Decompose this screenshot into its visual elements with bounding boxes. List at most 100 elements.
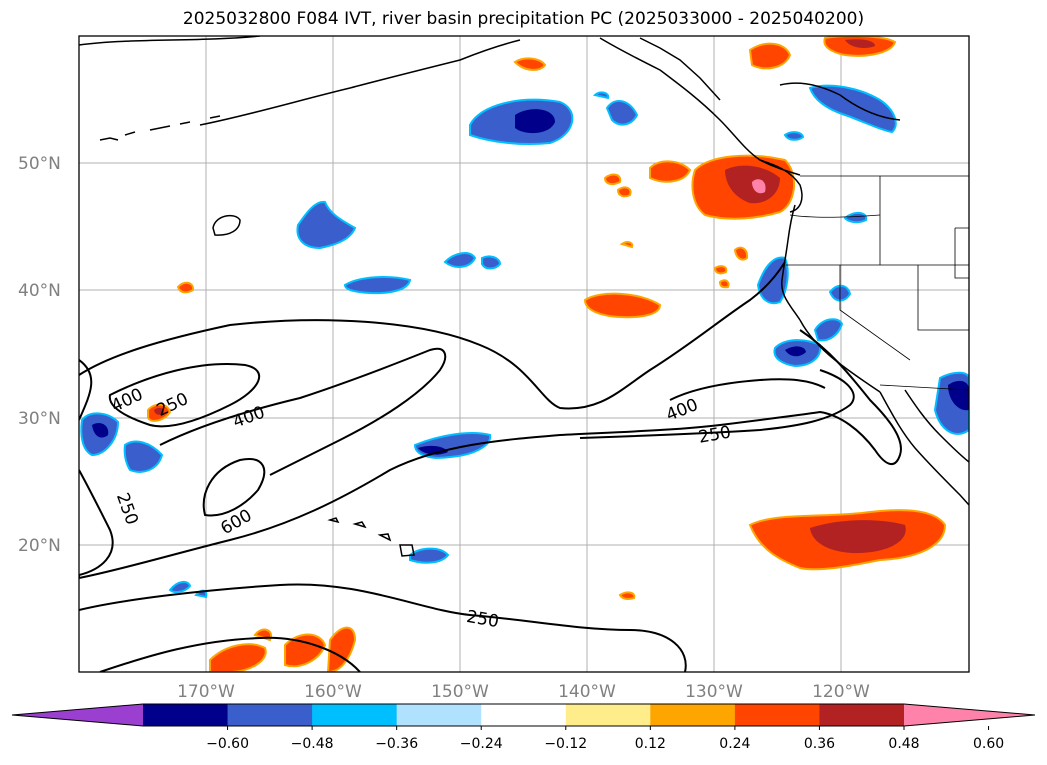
colorbar-segment: [143, 704, 229, 726]
lat-label-20n: 20°N: [18, 536, 61, 556]
precip-pos-small-a: [603, 173, 622, 186]
precip-neg-gulf-alaska-core: [515, 109, 555, 134]
colorbar: −0.60 −0.48 −0.36 −0.24 −0.12 0.12 0.24 0.36 0.4…: [11, 703, 1036, 752]
colorbar-tick-label: 0.60: [973, 736, 1004, 752]
map-content: 400 250 400 600 250 400 250 250: [79, 36, 969, 672]
contour-250-south: [79, 583, 687, 672]
colorbar-segment: [227, 704, 313, 726]
colorbar-segment: [312, 704, 398, 726]
precip-neg-bc-2: [783, 131, 805, 141]
border-us-mexico: [879, 384, 969, 391]
precip-pos-canada-east-core: [845, 39, 875, 48]
lon-label-140w: 140°W: [558, 682, 616, 702]
coastline-baja: [879, 391, 969, 506]
lat-label-40n: 40°N: [18, 281, 61, 301]
precip-neg-bc: [808, 84, 897, 134]
contour-600: [202, 458, 266, 517]
island-hawaii-3: [377, 533, 392, 542]
colorbar-tick-label: −0.60: [206, 736, 249, 752]
precip-pos-alaska-small: [513, 57, 547, 71]
contour-250-far-west: [79, 359, 93, 421]
island-hawaii-1: [327, 517, 340, 524]
precip-neg-california: [813, 318, 844, 342]
precip-neg-small-1: [443, 252, 477, 268]
precip-pos-mexico-core: [810, 520, 906, 554]
island-north-pacific: [212, 214, 241, 236]
precip-pos-pnw-offshore: [649, 160, 692, 183]
lon-label-150w: 150°W: [431, 682, 489, 702]
contour-400-east: [669, 378, 826, 401]
negative-precip-regions: [80, 84, 969, 599]
precip-neg-small-5: [843, 212, 868, 224]
lon-label-160w: 160°W: [304, 682, 362, 702]
colorbar-outline: [11, 703, 1036, 727]
colorbar-extend-high: [904, 704, 1035, 726]
colorbar-tick-label: −0.36: [375, 736, 418, 752]
colorbar-segment: [565, 704, 651, 726]
contour-250-east: [579, 369, 855, 439]
longitude-labels: 170°W 160°W 150°W 140°W 130°W 120°W: [177, 682, 870, 702]
border-wa-or: [789, 214, 881, 218]
contour-400-mid: [159, 347, 447, 476]
contour-250-south-2: [99, 636, 361, 672]
colorbar-tick-label: 0.48: [888, 736, 919, 752]
precip-pos-oregon-offshore: [733, 246, 749, 261]
island-hawaii-4: [399, 544, 415, 557]
lon-label-130w: 130°W: [685, 682, 743, 702]
precip-neg-small-2: [481, 255, 502, 270]
precip-neg-small-3: [168, 580, 192, 594]
precip-neg-socal-core: [785, 346, 806, 357]
border-nevada-east: [917, 265, 969, 331]
coastline-gulf-alaska-north: [639, 37, 721, 101]
coastlines: [79, 36, 969, 557]
coastline-baja-inner: [904, 389, 969, 463]
coastline-bc-island: [759, 159, 803, 213]
colorbar-tick-label: 0.12: [635, 736, 666, 752]
ivt-contours: [79, 261, 902, 672]
colorbar-segment: [481, 704, 567, 726]
precip-pos-small-e: [618, 591, 636, 600]
colorbar-tick-label: −0.48: [291, 736, 334, 752]
coastline-oregon: [781, 239, 801, 321]
colorbar-tick-label: 0.24: [719, 736, 750, 752]
precip-pos-small-b: [616, 186, 632, 198]
borders: [786, 175, 969, 391]
colorbar-tick-label: −0.12: [544, 736, 587, 752]
colorbar-extend-low: [12, 704, 143, 726]
lon-label-170w: 170°W: [177, 682, 235, 702]
precip-pos-small-f: [619, 241, 634, 249]
precip-neg-central-north: [296, 200, 357, 250]
map-frame: [78, 35, 970, 673]
precip-pos-central-40n: [583, 292, 662, 319]
precip-neg-far-west-2: [123, 440, 164, 473]
precip-pos-pnw-peak: [752, 179, 766, 194]
precip-pos-small-d: [718, 279, 730, 289]
lon-label-120w: 120°W: [812, 682, 870, 702]
colorbar-segment: [734, 704, 820, 726]
colorbar-tick-label: 0.36: [804, 736, 835, 752]
precip-pos-small-c: [713, 265, 728, 275]
coastline-canada-north: [779, 82, 901, 121]
map-title: 2025032800 F084 IVT, river basin precipi…: [182, 9, 865, 29]
precip-pos-south-center: [284, 633, 327, 668]
coastline-alaska: [79, 36, 521, 126]
lat-label-50n: 50°N: [18, 154, 61, 174]
positive-precip-regions: [147, 36, 947, 672]
colorbar-segment: [650, 704, 736, 726]
contour-400-west: [79, 261, 786, 410]
island-hawaii-2: [352, 521, 367, 529]
colorbar-segment: [396, 704, 482, 726]
precip-neg-hawaii-east: [409, 547, 450, 564]
coastline-washington: [787, 204, 796, 241]
lat-label-30n: 30°N: [18, 409, 61, 429]
precip-neg-alaska-coast: [593, 91, 610, 100]
contour-400-west-loop: [108, 363, 261, 428]
coastline-aleutians: [99, 115, 221, 141]
precip-neg-alaska-coast-2: [605, 99, 639, 126]
precip-neg-far-west-core: [92, 423, 109, 438]
colorbar-tick-label: −0.24: [460, 736, 503, 752]
precip-pos-west-30n-core: [154, 407, 165, 415]
coastline-alaska-panhandle: [599, 37, 801, 176]
precip-pos-canada-west: [748, 42, 792, 70]
